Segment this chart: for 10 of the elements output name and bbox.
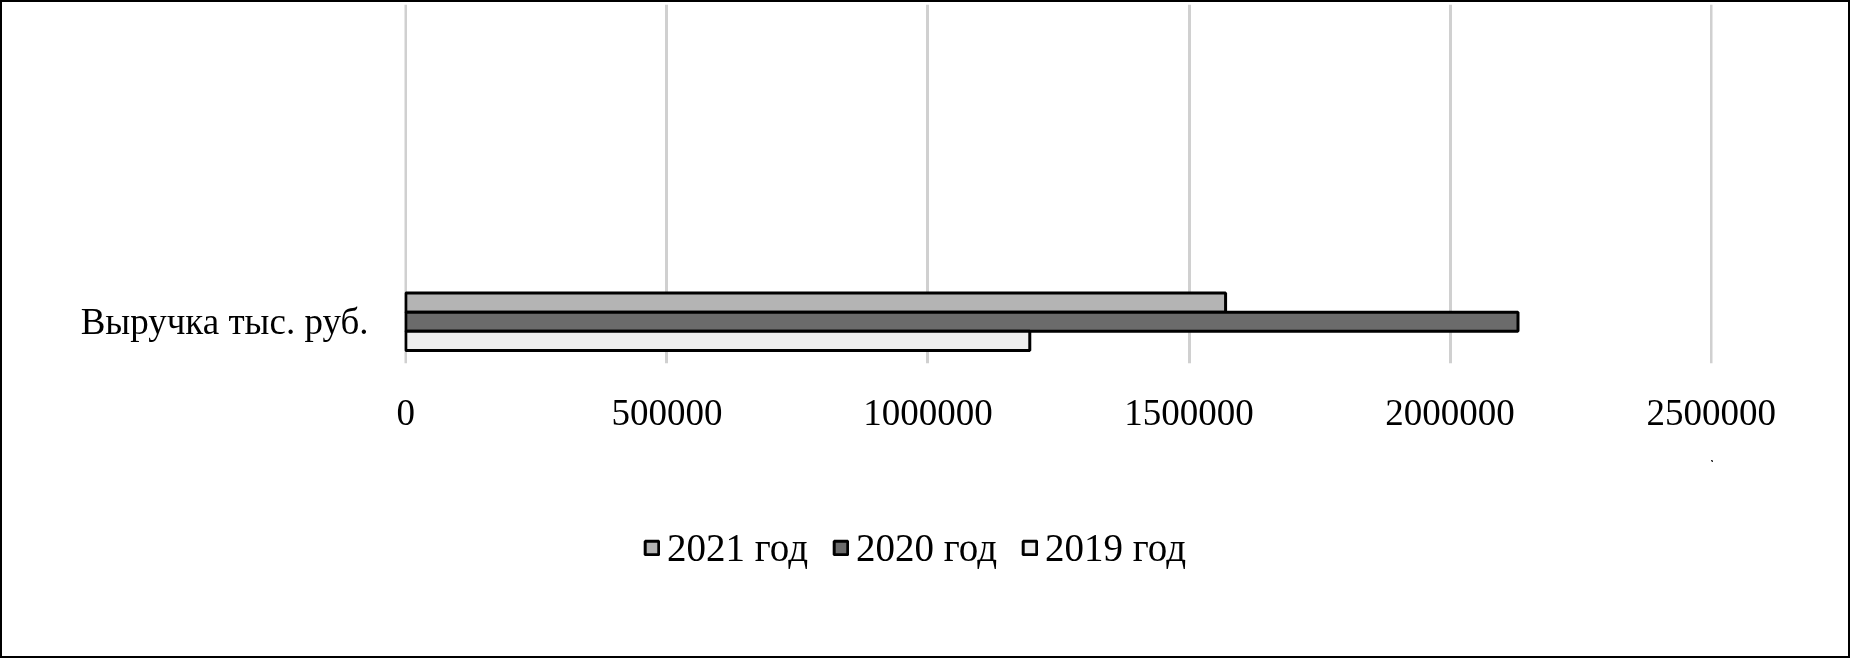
legend-label: 2020 год [856,525,997,570]
legend-label: 2019 год [1045,525,1186,570]
x-tick-label: 500000 [611,391,723,433]
x-tick-label: 1500000 [1124,391,1254,433]
y-tick-label: Выручка тыс. руб. [80,301,369,343]
x-tick-label: 2000000 [1385,391,1515,433]
legend-label: 2021 год [667,525,808,570]
x-tick-label: 1000000 [863,391,993,433]
x-tick-label: 0 [396,391,416,433]
x-tick-label: 2500000 [1646,391,1776,433]
